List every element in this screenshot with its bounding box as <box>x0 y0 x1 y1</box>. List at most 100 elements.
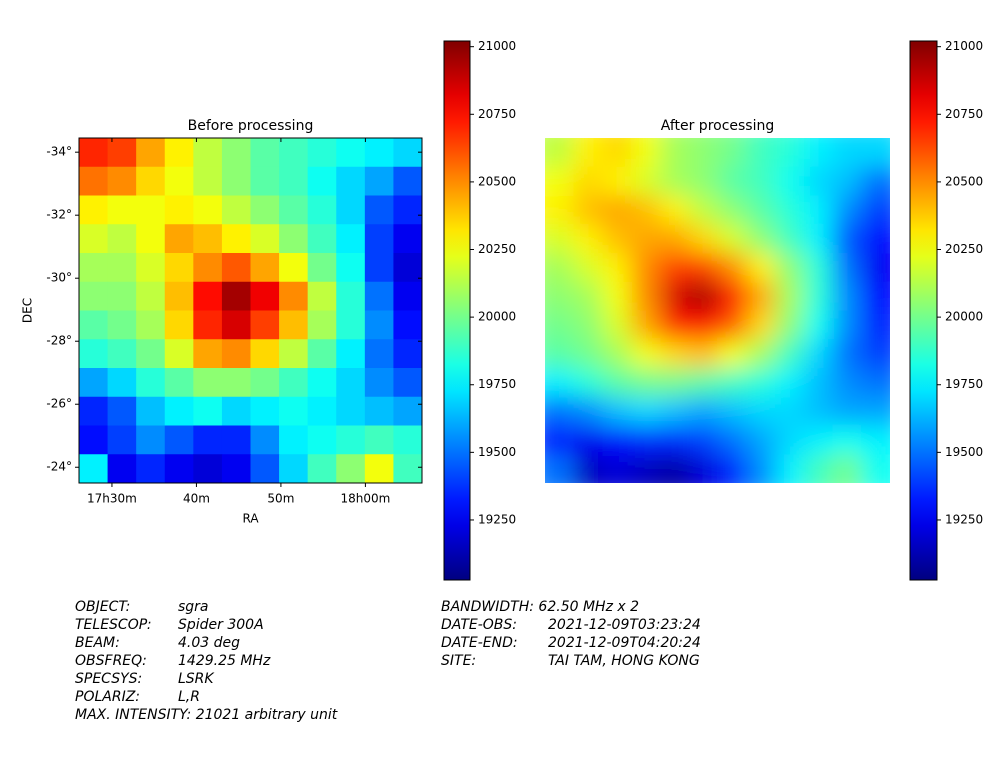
heatmap-cell <box>107 425 137 455</box>
heatmap-cell <box>279 224 309 254</box>
heatmap-cell <box>79 454 109 484</box>
heatmap-cells <box>545 138 890 483</box>
heatmap-cell <box>861 339 890 369</box>
heatmap-cell <box>746 425 776 455</box>
heatmap-cell <box>250 425 280 455</box>
heatmap-cell <box>279 425 309 455</box>
heatmap-cell <box>364 368 394 398</box>
heatmap-cell <box>279 368 309 398</box>
heatmap-cell <box>717 368 747 398</box>
heatmap-cell <box>803 138 833 168</box>
heatmap-cell <box>136 195 166 225</box>
heatmap-cell <box>79 166 109 196</box>
heatmap-cell <box>79 368 109 398</box>
chart-title: Before processing <box>188 118 314 134</box>
footer-value: 1429.25 MHz <box>178 653 271 669</box>
x-tick-label: 17h30m <box>87 492 137 506</box>
heatmap-cell <box>832 368 862 398</box>
heatmap-cell <box>775 425 805 455</box>
heatmap-cell <box>336 166 366 196</box>
heatmap-cell <box>631 396 661 426</box>
heatmap-cell <box>832 166 862 196</box>
heatmap-cell <box>602 253 632 283</box>
heatmap-cell <box>746 368 776 398</box>
heatmap-cell <box>136 281 166 311</box>
heatmap-cell <box>602 281 632 311</box>
heatmap-cell <box>307 339 337 369</box>
heatmap-cell <box>250 166 280 196</box>
heatmap-cell <box>221 224 251 254</box>
heatmap-cell <box>164 396 194 426</box>
footer-label: OBSFREQ: <box>75 653 147 669</box>
heatmap-cell <box>660 281 690 311</box>
heatmap-cell <box>336 339 366 369</box>
heatmap-cell <box>307 310 337 340</box>
footer-value: 4.03 deg <box>178 635 240 651</box>
heatmap-cell <box>602 454 632 483</box>
heatmap-cell <box>164 281 194 311</box>
heatmap-cell <box>688 396 718 426</box>
heatmap-cell <box>688 454 718 483</box>
heatmap-cell <box>861 310 890 340</box>
heatmap-cell <box>660 195 690 225</box>
heatmap-cell <box>250 138 280 168</box>
heatmap-cell <box>803 368 833 398</box>
heatmap-cell <box>221 396 251 426</box>
heatmap-cell <box>660 425 690 455</box>
heatmap-cell <box>602 224 632 254</box>
footer-value: L,R <box>178 689 200 705</box>
footer-value: 2021-12-09T03:23:24 <box>548 617 701 633</box>
y-tick-label: -30° <box>46 271 72 285</box>
heatmap-cell <box>717 166 747 196</box>
heatmap-cell <box>573 166 603 196</box>
heatmap-cell <box>832 454 862 483</box>
heatmap-cell <box>861 253 890 283</box>
heatmap-cell <box>279 138 309 168</box>
footer-value: TAI TAM, HONG KONG <box>548 653 700 669</box>
heatmap-cell <box>631 454 661 483</box>
heatmap-cell <box>307 195 337 225</box>
heatmap-cell <box>775 253 805 283</box>
colorbar-tick-label: 20750 <box>478 107 516 121</box>
heatmap-cell <box>573 281 603 311</box>
heatmap-cell <box>164 310 194 340</box>
heatmap-cell <box>688 281 718 311</box>
chart-title: After processing <box>661 118 775 134</box>
heatmap-cell <box>545 396 575 426</box>
heatmap-cell <box>221 166 251 196</box>
heatmap-cell <box>79 396 109 426</box>
heatmap-cell <box>660 224 690 254</box>
heatmap-cell <box>545 281 575 311</box>
heatmap-cell <box>861 166 890 196</box>
heatmap-cell <box>307 425 337 455</box>
heatmap-cell <box>193 368 223 398</box>
heatmap-cell <box>364 281 394 311</box>
heatmap-cell <box>861 281 890 311</box>
y-axis-label: DEC <box>21 298 35 323</box>
footer-label: DATE-END: <box>441 635 518 651</box>
heatmap-cell <box>717 396 747 426</box>
heatmap-cell <box>775 224 805 254</box>
heatmap-cell <box>307 224 337 254</box>
heatmap-cell <box>136 310 166 340</box>
heatmap-cell <box>688 425 718 455</box>
heatmap-cell <box>545 166 575 196</box>
heatmap-cell <box>545 310 575 340</box>
heatmap-cell <box>775 368 805 398</box>
heatmap-cell <box>688 339 718 369</box>
heatmap-cell <box>336 454 366 484</box>
heatmap-cell <box>775 195 805 225</box>
heatmap-cell <box>164 166 194 196</box>
heatmap-cell <box>602 425 632 455</box>
heatmap-cell <box>307 396 337 426</box>
heatmap-cell <box>602 396 632 426</box>
heatmap-cell <box>164 195 194 225</box>
colorbar-tick-label: 19750 <box>478 377 516 391</box>
heatmap-cell <box>775 339 805 369</box>
heatmap-cell <box>573 339 603 369</box>
heatmap-cell <box>545 454 575 483</box>
heatmap-cell <box>307 281 337 311</box>
heatmap-cell <box>688 253 718 283</box>
heatmap-cell <box>573 310 603 340</box>
